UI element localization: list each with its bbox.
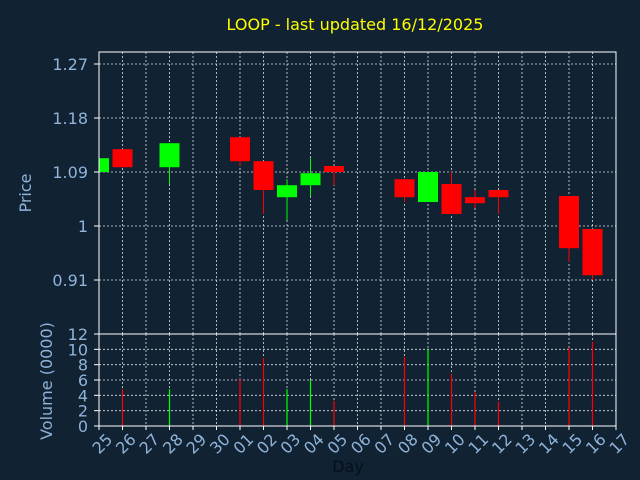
candle (277, 179, 297, 220)
price-tick-label: 1.27 (52, 55, 88, 74)
candle (394, 179, 415, 202)
price-tick-label: 0.91 (52, 271, 88, 290)
candle (300, 158, 321, 196)
candle-body (300, 173, 321, 186)
price-axis-label: Price (16, 173, 35, 212)
candle-body (159, 143, 180, 168)
volume-tick-label: 8 (78, 356, 88, 375)
volume-tick-label: 6 (78, 371, 88, 390)
candle-body (112, 149, 133, 168)
candle-body (488, 190, 509, 198)
candle-body (394, 179, 415, 198)
volume-tick-label: 12 (68, 325, 88, 344)
volume-tick-label: 4 (78, 386, 88, 405)
candle-body (277, 185, 297, 198)
volume-bars (121, 341, 594, 426)
x-axis-label: Day (332, 457, 364, 476)
price-axis-ticks: 0.91 1 1.09 1.18 1.27 (52, 55, 99, 290)
candle (112, 149, 133, 168)
candle (253, 161, 274, 214)
candle-body (582, 229, 603, 276)
candle-body (324, 166, 344, 172)
candle (230, 137, 250, 166)
price-tick-label: 1.18 (52, 109, 88, 128)
candle-body (99, 158, 109, 172)
candle-body (559, 196, 579, 249)
candle-body (253, 161, 274, 190)
volume-tick-label: 0 (78, 417, 88, 436)
price-candles (98, 137, 603, 280)
candle (582, 229, 603, 280)
candle (488, 190, 509, 214)
volume-tick-label: 10 (68, 340, 88, 359)
chart-title: LOOP - last updated 16/12/2025 (227, 15, 484, 34)
volume-axis-label: Volume (0000) (37, 322, 56, 440)
candle-body (465, 197, 485, 204)
candle-body (418, 172, 438, 202)
candle (559, 196, 579, 262)
candle-body (230, 137, 250, 162)
price-tick-label: 1.09 (52, 163, 88, 182)
candle (441, 172, 462, 214)
candle (98, 158, 109, 172)
candle (324, 166, 344, 186)
candle (159, 143, 180, 184)
candle (465, 190, 485, 208)
candle (418, 172, 438, 202)
volume-tick-label: 2 (78, 402, 88, 421)
candle-body (441, 184, 462, 214)
price-tick-label: 1 (78, 217, 88, 236)
price-panel: 0.91 1 1.09 1.18 1.27 (52, 51, 617, 335)
